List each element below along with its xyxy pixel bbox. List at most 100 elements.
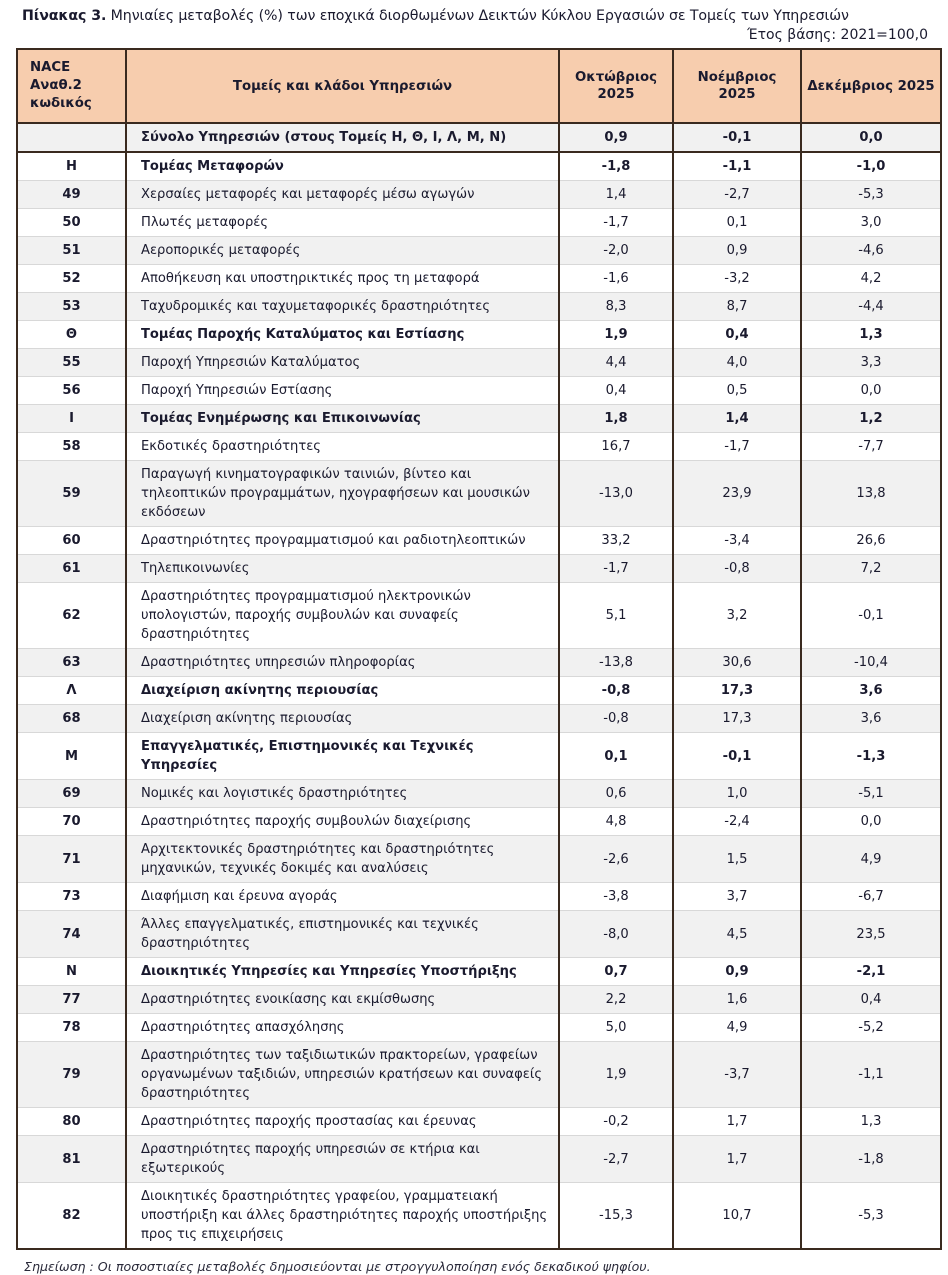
cell-value-month-3: 26,6 bbox=[801, 526, 941, 555]
cell-value-month-2: -2,4 bbox=[673, 807, 802, 836]
cell-nace-code: 56 bbox=[17, 376, 127, 405]
cell-value-month-2: -1,1 bbox=[673, 152, 802, 181]
cell-value-month-2: -0,1 bbox=[673, 732, 802, 780]
cell-value-month-2: 4,9 bbox=[673, 1013, 802, 1042]
cell-sector-name: Νομικές και λογιστικές δραστηριότητες bbox=[126, 779, 560, 808]
cell-value-month-2: 0,9 bbox=[673, 957, 802, 986]
cell-sector-name: Δραστηριότητες υπηρεσιών πληροφορίας bbox=[126, 648, 560, 677]
cell-nace-code: 74 bbox=[17, 910, 127, 958]
cell-value-month-3: 0,0 bbox=[801, 807, 941, 836]
cell-sector-name: Τηλεπικοινωνίες bbox=[126, 554, 560, 583]
column-header-sector-name: Τομείς και κλάδοι Υπηρεσιών bbox=[126, 49, 560, 124]
table-row: 58 Εκδοτικές δραστηριότητες 16,7 -1,7 -7,7 bbox=[17, 432, 941, 461]
cell-value-month-3: -4,6 bbox=[801, 236, 941, 265]
cell-sector-name: Παροχή Υπηρεσιών Εστίασης bbox=[126, 376, 560, 405]
cell-nace-code: 78 bbox=[17, 1013, 127, 1042]
cell-value-month-1: 0,9 bbox=[559, 123, 674, 153]
cell-value-month-1: -8,0 bbox=[559, 910, 674, 958]
table-row: 53 Ταχυδρομικές και ταχυμεταφορικές δραστ… bbox=[17, 292, 941, 321]
cell-sector-name: Παροχή Υπηρεσιών Καταλύματος bbox=[126, 348, 560, 377]
cell-nace-code: Λ bbox=[17, 676, 127, 705]
cell-value-month-3: -1,8 bbox=[801, 1135, 941, 1183]
cell-sector-name: Παραγωγή κινηματογραφικών ταινιών, βίντε… bbox=[126, 460, 560, 527]
cell-nace-code: 58 bbox=[17, 432, 127, 461]
cell-value-month-3: 3,6 bbox=[801, 676, 941, 705]
cell-nace-code: Θ bbox=[17, 320, 127, 349]
table-row: Ν Διοικητικές Υπηρεσίες και Υπηρεσίες Υπο… bbox=[17, 957, 941, 986]
cell-value-month-2: 0,9 bbox=[673, 236, 802, 265]
cell-value-month-1: 0,4 bbox=[559, 376, 674, 405]
cell-value-month-2: 23,9 bbox=[673, 460, 802, 527]
table-row: 61 Τηλεπικοινωνίες -1,7 -0,8 7,2 bbox=[17, 554, 941, 583]
cell-value-month-2: 17,3 bbox=[673, 704, 802, 733]
cell-sector-name: Διοικητικές δραστηριότητες γραφείου, γρα… bbox=[126, 1182, 560, 1250]
cell-value-month-2: 1,0 bbox=[673, 779, 802, 808]
services-turnover-table: NACE Αναθ.2 κωδικός Τομείς και κλάδοι Υπη… bbox=[16, 48, 942, 1250]
header-row: NACE Αναθ.2 κωδικός Τομείς και κλάδοι Υπη… bbox=[17, 49, 941, 124]
cell-value-month-3: 3,3 bbox=[801, 348, 941, 377]
cell-value-month-2: 10,7 bbox=[673, 1182, 802, 1250]
cell-value-month-3: 0,0 bbox=[801, 123, 941, 153]
cell-nace-code: 50 bbox=[17, 208, 127, 237]
table-body: Σύνολο Υπηρεσιών (στους Τομείς Η, Θ, Ι, … bbox=[17, 123, 941, 1250]
table-header: NACE Αναθ.2 κωδικός Τομείς και κλάδοι Υπη… bbox=[17, 49, 941, 124]
cell-sector-name: Χερσαίες μεταφορές και μεταφορές μέσω αγ… bbox=[126, 180, 560, 209]
cell-value-month-2: -2,7 bbox=[673, 180, 802, 209]
cell-value-month-2: -3,4 bbox=[673, 526, 802, 555]
cell-value-month-1: -1,7 bbox=[559, 208, 674, 237]
cell-nace-code: 52 bbox=[17, 264, 127, 293]
cell-value-month-3: -5,3 bbox=[801, 180, 941, 209]
title-label: Πίνακας 3. bbox=[22, 8, 107, 24]
column-header-month-2: Νοέμβριος 2025 bbox=[673, 49, 802, 124]
cell-nace-code: Ν bbox=[17, 957, 127, 986]
cell-value-month-2: 1,4 bbox=[673, 404, 802, 433]
cell-value-month-2: 30,6 bbox=[673, 648, 802, 677]
table-row: Μ Επαγγελματικές, Επιστημονικές και Τεχνι… bbox=[17, 732, 941, 780]
cell-value-month-1: 0,6 bbox=[559, 779, 674, 808]
cell-value-month-3: -5,2 bbox=[801, 1013, 941, 1042]
table-row: 50 Πλωτές μεταφορές -1,7 0,1 3,0 bbox=[17, 208, 941, 237]
cell-sector-name: Δραστηριότητες απασχόλησης bbox=[126, 1013, 560, 1042]
cell-sector-name: Δραστηριότητες παροχής προστασίας και έρ… bbox=[126, 1107, 560, 1136]
cell-value-month-2: 1,5 bbox=[673, 835, 802, 883]
cell-nace-code: 53 bbox=[17, 292, 127, 321]
cell-value-month-3: -1,1 bbox=[801, 1041, 941, 1108]
cell-value-month-3: -4,4 bbox=[801, 292, 941, 321]
cell-value-month-2: -0,8 bbox=[673, 554, 802, 583]
cell-nace-code: Η bbox=[17, 152, 127, 181]
cell-value-month-2: 4,5 bbox=[673, 910, 802, 958]
table-row: 59 Παραγωγή κινηματογραφικών ταινιών, βίν… bbox=[17, 460, 941, 527]
cell-value-month-1: 2,2 bbox=[559, 985, 674, 1014]
table-row: Λ Διαχείριση ακίνητης περιουσίας -0,8 17,3 3… bbox=[17, 676, 941, 705]
cell-value-month-1: 4,4 bbox=[559, 348, 674, 377]
cell-value-month-2: 3,2 bbox=[673, 582, 802, 649]
cell-nace-code: 77 bbox=[17, 985, 127, 1014]
cell-value-month-1: 8,3 bbox=[559, 292, 674, 321]
cell-sector-name: Εκδοτικές δραστηριότητες bbox=[126, 432, 560, 461]
cell-value-month-2: 8,7 bbox=[673, 292, 802, 321]
cell-value-month-1: 16,7 bbox=[559, 432, 674, 461]
cell-value-month-1: 33,2 bbox=[559, 526, 674, 555]
cell-nace-code: 63 bbox=[17, 648, 127, 677]
cell-value-month-1: -1,6 bbox=[559, 264, 674, 293]
cell-value-month-2: -3,2 bbox=[673, 264, 802, 293]
cell-nace-code: 70 bbox=[17, 807, 127, 836]
cell-sector-name: Δραστηριότητες προγραμματισμού ηλεκτρονι… bbox=[126, 582, 560, 649]
cell-value-month-1: 4,8 bbox=[559, 807, 674, 836]
cell-nace-code: Ι bbox=[17, 404, 127, 433]
table-row: 68 Διαχείριση ακίνητης περιουσίας -0,8 17,3… bbox=[17, 704, 941, 733]
cell-value-month-3: 1,2 bbox=[801, 404, 941, 433]
cell-sector-name: Διοικητικές Υπηρεσίες και Υπηρεσίες Υποσ… bbox=[126, 957, 560, 986]
table-row: Η Τομέας Μεταφορών -1,8 -1,1 -1,0 bbox=[17, 152, 941, 181]
cell-nace-code: 69 bbox=[17, 779, 127, 808]
cell-sector-name: Αρχιτεκτονικές δραστηριότητες και δραστη… bbox=[126, 835, 560, 883]
cell-value-month-3: 0,4 bbox=[801, 985, 941, 1014]
cell-value-month-1: 1,9 bbox=[559, 320, 674, 349]
base-year-note: Έτος βάσης: 2021=100,0 bbox=[747, 27, 928, 43]
cell-value-month-2: 3,7 bbox=[673, 882, 802, 911]
cell-value-month-1: -1,8 bbox=[559, 152, 674, 181]
footnote: Σημείωση : Οι ποσοστιαίες μεταβολές δημο… bbox=[24, 1259, 651, 1274]
cell-value-month-3: 1,3 bbox=[801, 320, 941, 349]
cell-nace-code: 60 bbox=[17, 526, 127, 555]
cell-value-month-3: -6,7 bbox=[801, 882, 941, 911]
